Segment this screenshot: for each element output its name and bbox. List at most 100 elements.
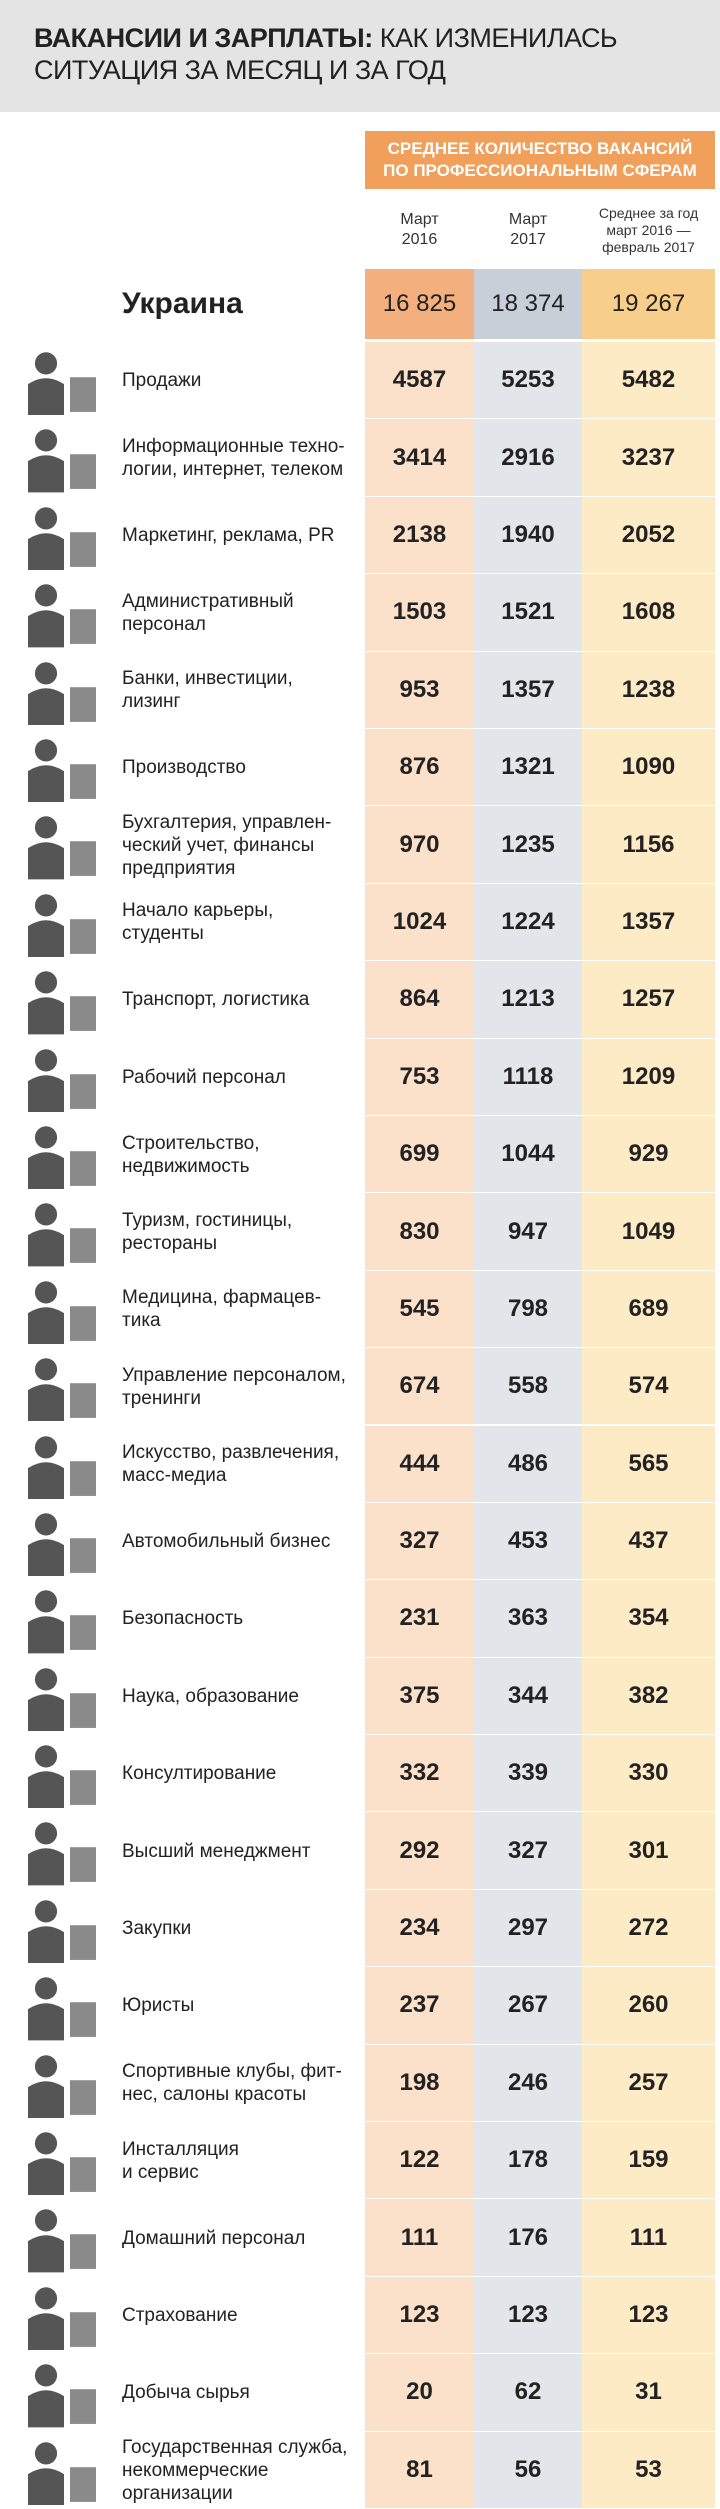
row-value: 31 bbox=[582, 2354, 715, 2431]
row-label-line: студенты bbox=[122, 923, 204, 945]
row-value: 122 bbox=[365, 2122, 474, 2199]
row-value: 234 bbox=[365, 1889, 474, 1967]
row-value: 1090 bbox=[582, 728, 715, 806]
row-label: Спортивные клубы, фит-нес, салоны красот… bbox=[122, 2045, 362, 2122]
row-label: Административный персонал bbox=[122, 574, 362, 651]
row-label: Безопасность bbox=[122, 1580, 362, 1657]
row-value: 1224 bbox=[474, 883, 582, 961]
row-value: 558 bbox=[474, 1348, 582, 1425]
row-label-line: Транспорт, логистика bbox=[122, 989, 310, 1011]
row-value: 260 bbox=[582, 1967, 715, 2044]
row-value: 864 bbox=[365, 961, 474, 1038]
row-icon bbox=[28, 584, 96, 648]
row-label: Закупки bbox=[122, 1890, 362, 1967]
column-header-line: Март bbox=[400, 211, 439, 228]
row-label: Домашний персонал bbox=[122, 2199, 362, 2276]
row-label-line: Производство bbox=[122, 757, 246, 779]
row-label: Искусство, развлечения, масс-медиа bbox=[122, 1426, 362, 1503]
row-value: 339 bbox=[474, 1735, 582, 1812]
column-header: Март 2017 bbox=[474, 195, 582, 265]
row-value: 1321 bbox=[474, 728, 582, 806]
row-value: 81 bbox=[365, 2431, 474, 2508]
row-value: 159 bbox=[582, 2122, 715, 2199]
row-value: 2916 bbox=[474, 419, 582, 496]
row-label: Банки, инвестиции, лизинг bbox=[122, 652, 362, 729]
row-value: 1235 bbox=[474, 806, 582, 883]
row-label-line: Продажи bbox=[122, 370, 202, 392]
row-value: 970 bbox=[365, 806, 474, 883]
row-icon bbox=[28, 1900, 96, 1964]
row-value: 327 bbox=[474, 1812, 582, 1889]
total-label: Украина bbox=[122, 287, 243, 320]
row-value: 382 bbox=[582, 1657, 715, 1735]
row-value: 4587 bbox=[365, 342, 474, 419]
row-icon bbox=[28, 739, 96, 803]
row-icon bbox=[28, 1358, 96, 1422]
column-header: Март 2016 bbox=[365, 195, 474, 265]
row-value: 1118 bbox=[474, 1038, 582, 1115]
row-value: 344 bbox=[474, 1657, 582, 1735]
row-label-line: Административный bbox=[122, 590, 294, 612]
row-value: 798 bbox=[474, 1270, 582, 1348]
row-value: 176 bbox=[474, 2199, 582, 2276]
row-value: 327 bbox=[365, 1502, 474, 1580]
row-value: 565 bbox=[582, 1425, 715, 1502]
row-value: 3237 bbox=[582, 419, 715, 496]
row-label-line: Бухгалтерия, управлен- bbox=[122, 811, 332, 833]
row-icon bbox=[28, 1513, 96, 1577]
row-icon bbox=[28, 2287, 96, 2351]
row-value: 1156 bbox=[582, 806, 715, 883]
row-label-line: Спортивные клубы, фит- bbox=[122, 2061, 342, 2083]
row-value: 267 bbox=[474, 1967, 582, 2044]
column-header: Среднее за год март 2016 — февраль 2017 bbox=[582, 195, 715, 265]
row-value: 1357 bbox=[474, 651, 582, 728]
row-label-line: Консултирование bbox=[122, 1763, 277, 1785]
title-line: ВАКАНСИИ И ЗАРПЛАТЫ: КАК ИЗМЕНИЛАСЬ bbox=[34, 22, 720, 54]
title-text: СИТУАЦИЯ ЗА МЕСЯЦ И ЗА ГОД bbox=[34, 55, 446, 85]
row-value: 178 bbox=[474, 2122, 582, 2199]
row-icon bbox=[28, 507, 96, 571]
row-label-line: Инсталляция bbox=[122, 2138, 239, 2160]
row-value: 375 bbox=[365, 1657, 474, 1735]
row-label-line: персонал bbox=[122, 613, 206, 635]
row-value: 947 bbox=[474, 1193, 582, 1270]
column-header-line: Март bbox=[508, 211, 548, 228]
row-label: Маркетинг, реклама, PR bbox=[122, 497, 362, 574]
row-icon bbox=[28, 661, 96, 725]
row-label-line: Закупки bbox=[122, 1918, 192, 1940]
row-label: Государственная служба, некоммерческие орг… bbox=[122, 2432, 362, 2509]
row-value: 292 bbox=[365, 1812, 474, 1889]
row-value: 123 bbox=[474, 2276, 582, 2354]
row-value: 1024 bbox=[365, 883, 474, 961]
row-value: 301 bbox=[582, 1812, 715, 1889]
row-icon bbox=[28, 1667, 96, 1732]
row-label: Инсталляция и сервис bbox=[122, 2122, 362, 2199]
row-label: Начало карьеры, студенты bbox=[122, 884, 362, 961]
row-icon bbox=[28, 429, 96, 493]
row-value: 123 bbox=[365, 2276, 474, 2354]
row-label: Бухгалтерия, управлен-ческий учет, финан… bbox=[122, 806, 362, 883]
row-label: Высший менеджмент bbox=[122, 1812, 362, 1889]
row-value: 272 bbox=[582, 1889, 715, 1967]
row-label: Наука, образование bbox=[122, 1658, 362, 1735]
row-label-line: Высший менеджмент bbox=[122, 1840, 311, 1862]
row-label: Строительство, недвижимость bbox=[122, 1116, 362, 1193]
row-label-line: Безопасность bbox=[122, 1608, 244, 1630]
row-label: Управление персоналом, тренинги bbox=[122, 1348, 362, 1425]
row-value: 237 bbox=[365, 1967, 474, 2044]
row-label: Страхование bbox=[122, 2277, 362, 2354]
row-label-line: лизинг bbox=[122, 691, 181, 713]
row-value: 332 bbox=[365, 1735, 474, 1812]
row-label-line: и сервис bbox=[122, 2161, 199, 2183]
row-icon bbox=[28, 1280, 96, 1345]
row-value: 574 bbox=[582, 1348, 715, 1425]
row-label: Автомобильный бизнес bbox=[122, 1503, 362, 1580]
row-label-line: Государственная служба, bbox=[122, 2436, 348, 2458]
row-icon bbox=[28, 971, 96, 1035]
row-label-line: Управление персоналом, bbox=[122, 1364, 346, 1386]
row-value: 297 bbox=[474, 1889, 582, 1967]
row-label: Добыча сырья bbox=[122, 2354, 362, 2431]
row-value: 674 bbox=[365, 1348, 474, 1425]
column-header-line: февраль 2017 bbox=[602, 238, 695, 255]
